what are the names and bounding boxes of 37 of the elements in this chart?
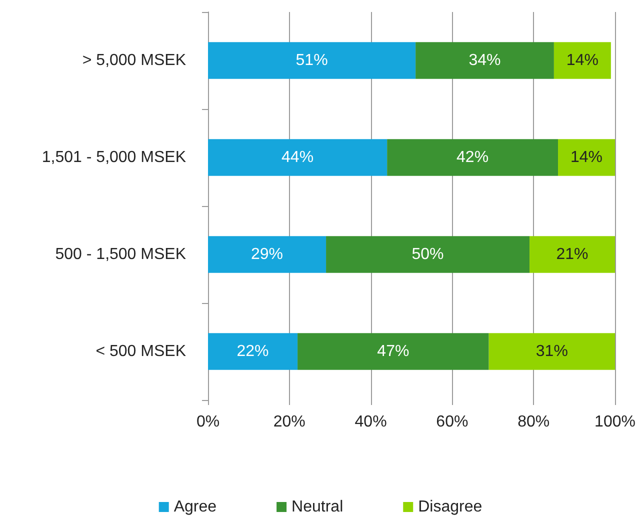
data-label: 51% [296,52,328,69]
x-tick-label: 80% [518,414,550,430]
x-tick-label: 0% [196,414,220,430]
data-label: 44% [282,149,314,166]
data-label: 31% [536,343,568,360]
bar [387,139,558,176]
bar [208,333,298,370]
bar [326,236,530,273]
y-tick-label: 1,501 - 5,000 MSEK [42,149,186,166]
data-label: 29% [251,246,284,263]
y-tick-label: < 500 MSEK [96,343,186,360]
data-label: 50% [412,246,444,263]
data-label: 21% [556,246,588,263]
bar [208,139,388,176]
legend-label: Agree [174,498,217,516]
x-tick-label: 20% [273,414,306,430]
bar [208,42,416,79]
x-tick-label: 100% [594,414,636,430]
bar [488,333,615,370]
data-label: 14% [570,149,603,166]
x-tick-label: 60% [436,414,468,430]
data-label: 34% [468,52,501,69]
data-label: 22% [236,343,269,360]
legend-label: Neutral [292,498,344,516]
y-tick-label: > 5,000 MSEK [82,52,186,69]
bar [208,236,326,273]
bar [530,236,615,273]
bar [416,42,554,79]
data-label: 42% [456,149,489,166]
data-label: 14% [566,52,598,69]
bar [554,42,611,79]
bar [558,139,615,176]
bar [298,333,489,370]
legend-label: Disagree [418,498,482,516]
data-label: 47% [377,343,410,360]
x-tick-label: 40% [354,414,387,430]
y-tick-label: 500 - 1,500 MSEK [55,246,186,263]
